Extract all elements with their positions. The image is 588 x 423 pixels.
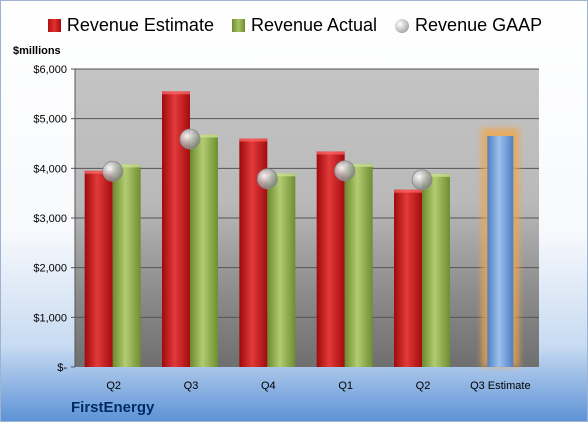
x-tick-label: Q1: [338, 380, 353, 392]
bar-revenue-actual: [112, 164, 141, 367]
bar-top-estimate: [316, 151, 345, 155]
x-tick-label: Q2: [416, 380, 431, 392]
gaap-marker: [256, 168, 278, 190]
bar-revenue-estimate: [84, 170, 113, 367]
legend-item-actual: Revenue Actual: [231, 15, 378, 36]
legend-swatch-gaap: [395, 18, 410, 33]
units-label: $millions: [13, 45, 61, 57]
legend-label-actual: Revenue Actual: [250, 15, 378, 35]
y-tick-label: $1,000: [33, 312, 67, 324]
y-tick-label: $6,000: [33, 64, 67, 76]
bar-revenue-actual: [344, 163, 373, 367]
bar-top-estimate: [84, 170, 113, 174]
gaap-marker: [179, 128, 201, 150]
bar-top-estimate: [394, 189, 422, 193]
legend-label-gaap: Revenue GAAP: [415, 15, 543, 35]
x-tick-label: Q3 Estimate: [470, 380, 531, 392]
y-tick-label: $2,000: [33, 263, 67, 275]
bar-revenue-actual: [422, 173, 450, 367]
gaap-marker: [411, 169, 433, 191]
bar-top-actual: [267, 173, 296, 177]
x-tick-label: Q3: [184, 380, 199, 392]
bar-top-estimate: [162, 91, 190, 95]
bar-q3-estimate: [487, 136, 514, 367]
bar-top-estimate: [239, 138, 268, 142]
legend-item-gaap: Revenue GAAP: [395, 15, 542, 36]
y-tick-label: $3,000: [33, 213, 67, 225]
y-tick-label: $5,000: [33, 114, 67, 126]
y-tick-label: $4,000: [33, 163, 67, 175]
bar-revenue-estimate: [316, 151, 345, 367]
gaap-marker: [334, 160, 356, 182]
legend-label-estimate: Revenue Estimate: [66, 15, 214, 35]
bar-top-actual: [422, 173, 450, 177]
bar-revenue-actual: [267, 173, 296, 367]
legend-swatch-actual: [231, 19, 245, 32]
legend-item-estimate: Revenue Estimate: [47, 15, 214, 36]
company-name: FirstEnergy: [71, 399, 155, 416]
y-tick-label: $-: [57, 362, 67, 374]
x-tick-label: Q2: [106, 380, 121, 392]
bar-revenue-actual: [190, 134, 218, 367]
bar-top-actual: [112, 164, 141, 168]
gaap-marker: [102, 160, 124, 182]
legend-swatch-estimate: [47, 19, 61, 32]
x-tick-label: Q4: [261, 380, 276, 392]
chart-legend: Revenue Estimate Revenue Actual Revenue …: [1, 15, 588, 36]
bar-top-actual: [190, 134, 218, 138]
bar-top-actual: [344, 163, 373, 167]
bar-revenue-estimate: [394, 189, 422, 367]
